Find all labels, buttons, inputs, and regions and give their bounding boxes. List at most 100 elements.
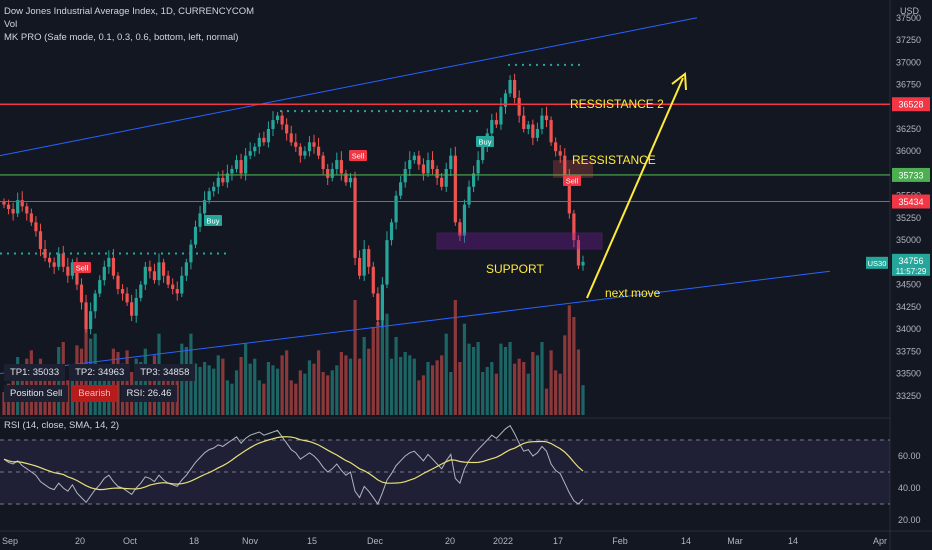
candle-body (25, 206, 29, 214)
sell-signal-bg (349, 150, 367, 161)
candle-body (394, 195, 398, 223)
volume-bar (280, 355, 284, 415)
candle-body (52, 262, 56, 267)
time-tick-label: 20 (445, 536, 455, 546)
candle-body (312, 142, 316, 147)
candle-body (581, 261, 585, 266)
volume-bar (367, 348, 371, 415)
volume-bar (440, 355, 444, 415)
volume-bar (289, 380, 293, 415)
candle-body (225, 173, 229, 183)
price-tick-label: 34250 (896, 302, 921, 312)
price-tick-label: 34500 (896, 280, 921, 290)
volume-bar (321, 372, 325, 415)
candle-body (476, 160, 480, 174)
rsi-value: RSI: 26.46 (120, 385, 178, 402)
volume-bar (253, 358, 257, 415)
volume-bar (389, 358, 394, 415)
candle-body (307, 142, 312, 152)
candle-body (2, 201, 6, 205)
candle-body (66, 266, 70, 276)
time-tick-label: 2022 (493, 536, 513, 546)
candle-body (558, 151, 562, 156)
volume-bar (248, 363, 252, 415)
tp2-value: TP2: 34963 (69, 364, 131, 381)
candle-body (20, 200, 24, 207)
price-tick-label: 36250 (896, 124, 921, 134)
resistance2-price-label-bg (892, 97, 930, 112)
candle-body (294, 142, 298, 147)
candle-body (421, 164, 426, 174)
rsi-legend[interactable]: RSI (14, close, SMA, 14, 2) (4, 420, 120, 431)
candle-body (554, 142, 558, 152)
sell-signal-bg (563, 175, 581, 186)
volume-bar (376, 322, 380, 415)
volume-bar (326, 375, 330, 415)
volume-bar (385, 313, 389, 415)
rsi-tick-label: 20.00 (898, 515, 921, 525)
candle-body (316, 146, 321, 156)
projection-arrowhead (671, 72, 687, 91)
volume-label[interactable]: Vol (4, 19, 18, 30)
support-zone (436, 232, 603, 250)
volume-bar (198, 367, 202, 415)
candle-body (367, 249, 371, 267)
volume-bar (111, 348, 116, 415)
time-tick-label: 18 (189, 536, 199, 546)
candle-body (467, 186, 471, 205)
volume-bar (517, 358, 521, 415)
volume-bar (29, 350, 33, 415)
price-tick-label: 33500 (896, 369, 921, 379)
price-tick-label: 36750 (896, 79, 921, 89)
resistance2-price-label: 36528 (898, 100, 923, 110)
volume-bar (485, 367, 489, 415)
candle-body (202, 200, 207, 214)
volume-bar (458, 362, 462, 415)
candle-body (481, 146, 485, 161)
volume-bar (581, 385, 585, 415)
candle-body (494, 120, 498, 125)
rsi-tick-label: 60.00 (898, 451, 921, 461)
volume-bar (225, 380, 229, 415)
candle-body (399, 182, 403, 196)
indicator-label[interactable]: MK PRO (Safe mode, 0.1, 0.3, 0.6, bottom… (4, 32, 239, 43)
candle-body (152, 271, 157, 281)
resistance-price-label: 35733 (898, 170, 923, 180)
candle-body (503, 93, 508, 107)
volume-bar (426, 362, 430, 415)
candle-body (376, 293, 380, 321)
volume-bar (567, 305, 571, 415)
volume-bar (430, 365, 435, 415)
candle-body (239, 160, 243, 174)
candle-body (248, 151, 252, 156)
symbol-title[interactable]: Dow Jones Industrial Average Index, 1D, … (4, 6, 255, 17)
price-tick-label: 37000 (896, 57, 921, 67)
volume-bar (490, 362, 494, 415)
volume-bar (221, 358, 225, 415)
volume-bar (143, 348, 147, 415)
candle-body (6, 204, 11, 209)
candle-body (98, 280, 102, 294)
volume-bar (244, 343, 248, 415)
candle-body (207, 191, 211, 201)
buy-signal: Buy (207, 217, 220, 226)
candle-body (330, 168, 334, 178)
volume-bar (116, 352, 120, 415)
volume-bar (522, 362, 526, 415)
candle-body (435, 168, 439, 178)
candle-body (38, 231, 43, 250)
candle-body (567, 177, 571, 214)
volume-bar (535, 355, 540, 415)
price-tick-label: 37500 (896, 13, 921, 23)
candle-body (212, 186, 216, 192)
volume-bar (444, 333, 448, 415)
candle-body (47, 257, 52, 263)
candle-body (175, 289, 179, 294)
sell-signal-bg (73, 262, 91, 273)
candle-body (130, 302, 134, 316)
symbol-badge-bg (866, 256, 888, 269)
volume-bar (303, 373, 307, 415)
candle-body (70, 262, 74, 276)
